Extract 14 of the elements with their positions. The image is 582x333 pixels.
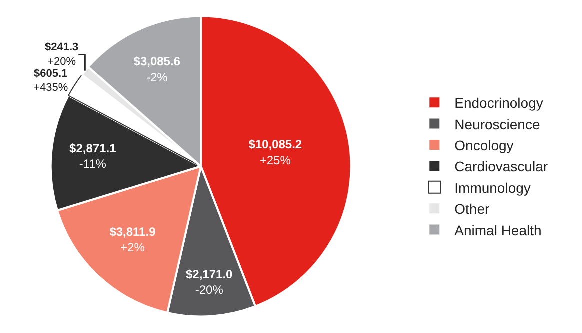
data-label: $2,871.1 -11% xyxy=(70,141,117,171)
legend-label: Oncology xyxy=(454,137,514,154)
legend-label: Cardiovascular xyxy=(454,158,548,175)
legend-label: Neuroscience xyxy=(454,116,540,132)
data-label: $2,171.0 -20% xyxy=(186,268,234,298)
legend-label: Immunology xyxy=(454,180,531,196)
data-label: $241.3 +20% xyxy=(44,42,79,68)
legend-label: Other xyxy=(454,201,490,218)
data-label: $3,811.9 +2% xyxy=(110,225,156,255)
data-label: $10,085.2 +25% xyxy=(248,138,302,168)
legend-label: Animal Health xyxy=(454,222,542,238)
data-label: $605.1 +435% xyxy=(34,68,68,94)
legend-label: Endocrinology xyxy=(454,95,544,112)
data-label: $3,085.6 -2% xyxy=(134,54,181,84)
